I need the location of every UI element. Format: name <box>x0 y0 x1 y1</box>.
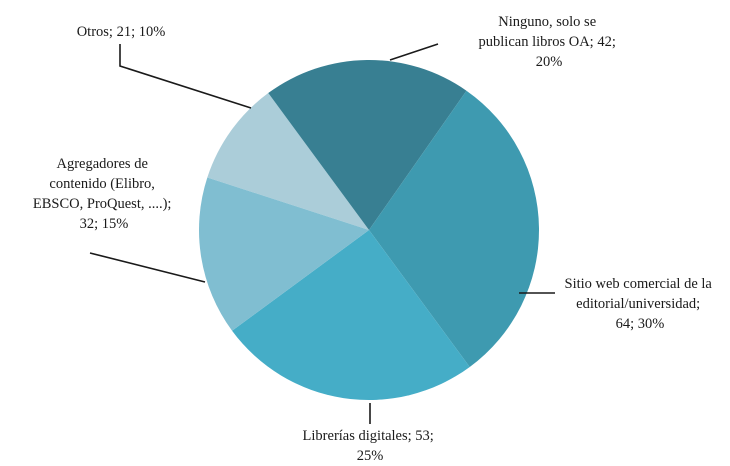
label-line: 20% <box>536 54 563 70</box>
label-line: 32; 15% <box>80 216 129 232</box>
slice-label-ninguno: Ninguno, solo se publican libros OA; 42;… <box>479 14 620 70</box>
label-line: Ninguno, solo se <box>498 14 596 30</box>
label-line: Otros; 21; 10% <box>77 24 166 40</box>
slice-label-otros: Otros; 21; 10% <box>77 24 166 40</box>
label-line: Agregadores de <box>56 156 147 172</box>
label-line: Librerías digitales; 53; <box>303 428 434 444</box>
slice-label-librerias: Librerías digitales; 53; 25% <box>303 428 438 464</box>
pie-slice-2 <box>369 90 540 367</box>
label-line: 64; 30% <box>616 316 665 332</box>
label-line: contenido (Elibro, <box>49 176 155 192</box>
label-line: EBSCO, ProQuest, ....); <box>33 196 172 212</box>
leader-line-agregadores <box>89 252 206 283</box>
label-line: 25% <box>357 448 384 464</box>
leader-lines <box>89 43 555 424</box>
leader-line-ninguno <box>389 43 439 61</box>
pie-slice-1 <box>268 59 467 230</box>
label-line: Sitio web comercial de la <box>565 276 713 292</box>
pie-slice-3 <box>232 230 470 401</box>
pie-slice-0 <box>207 93 369 230</box>
label-line: editorial/universidad; <box>576 296 700 312</box>
slice-label-sitio-web: Sitio web comercial de la editorial/univ… <box>565 276 716 332</box>
slice-label-agregadores: Agregadores de contenido (Elibro, EBSCO,… <box>33 156 175 232</box>
label-line: publican libros OA; 42; <box>479 34 616 50</box>
leader-line-otros <box>119 44 252 109</box>
pie-slice-4 <box>198 177 369 331</box>
pie-slices <box>198 59 540 401</box>
